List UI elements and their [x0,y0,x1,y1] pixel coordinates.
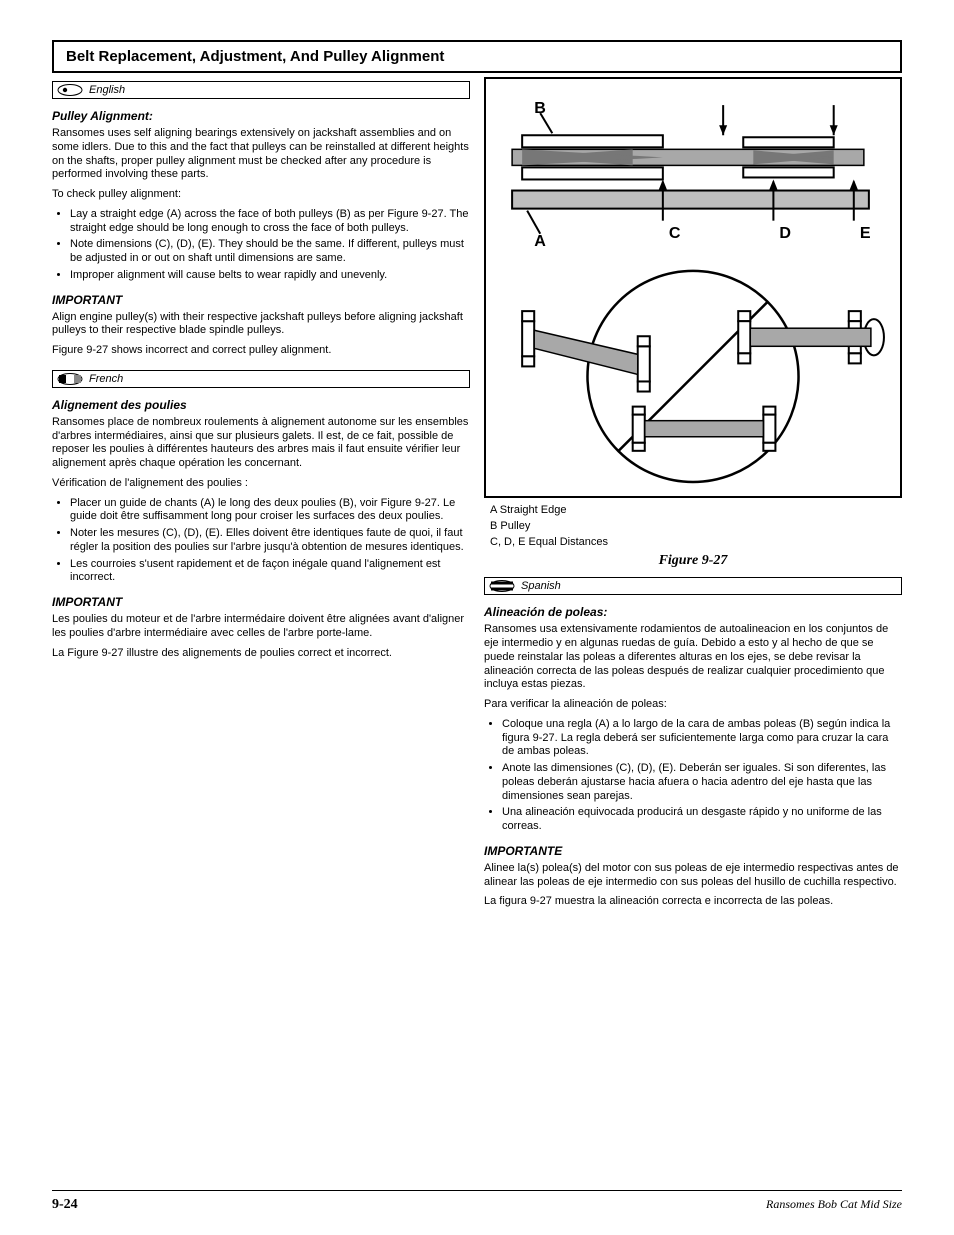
svg-text:E: E [860,224,871,242]
es-list: Coloque una regla (A) a lo largo de la c… [502,718,902,834]
en-p2: To check pulley alignment: [52,188,470,202]
figure-key: A Straight Edge B Pulley C, D, E Equal D… [490,504,902,549]
fr-p1: Ransomes place de nombreux roulements à … [52,416,470,471]
fr-li2: Noter les mesures (C), (D), (E). Elles d… [70,527,470,555]
en-important-head: IMPORTANT [52,293,470,307]
fr-list: Placer un guide de chants (A) le long de… [70,497,470,586]
lang-bar-spanish: Spanish [484,577,902,595]
flag-spanish-icon [489,580,515,592]
en-list: Lay a straight edge (A) across the face … [70,208,470,283]
content-columns: English Pulley Alignment: Ransomes uses … [52,77,902,915]
es-p3: La figura 9-27 muestra la alineación cor… [484,895,902,909]
lang-bar-english: English [52,81,470,99]
svg-text:D: D [779,224,791,242]
es-p1: Ransomes usa extensivamente rodamientos … [484,623,902,692]
footer-product: Ransomes Bob Cat Mid Size [766,1197,902,1213]
key-cde: C, D, E Equal Distances [490,536,902,550]
es-important-body: Alinee la(s) polea(s) del motor con sus … [484,862,902,890]
en-important-body: Align engine pulley(s) with their respec… [52,311,470,339]
svg-text:B: B [534,99,546,117]
fr-align-head: Alignement des poulies [52,398,470,412]
en-p3: Figure 9-27 shows incorrect and correct … [52,344,470,358]
es-li1: Coloque una regla (A) a lo largo de la c… [502,718,902,759]
key-a: A Straight Edge [490,504,902,518]
es-li2: Anote las dimensiones (C), (D), (E). Deb… [502,762,902,803]
es-important-head: IMPORTANTE [484,844,902,858]
fr-li1: Placer un guide de chants (A) le long de… [70,497,470,525]
en-align-head: Pulley Alignment: [52,109,470,123]
svg-text:C: C [669,224,681,242]
fr-important-body: Les poulies du moteur et de l'arbre inte… [52,613,470,641]
page-footer: 9-24 Ransomes Bob Cat Mid Size [52,1190,902,1213]
key-b: B Pulley [490,520,902,534]
en-li3: Improper alignment will cause belts to w… [70,269,470,283]
lang-bar-french: French [52,370,470,388]
figure-box: B A C D E [484,77,902,498]
page-title: Belt Replacement, Adjustment, And Pulley… [52,40,902,73]
flag-french-icon [57,373,83,385]
lang-label-french: French [89,373,123,385]
fr-p2: Vérification de l'alignement des poulies… [52,477,470,491]
lang-label-english: English [89,84,125,96]
footer-page: 9-24 [52,1197,78,1213]
en-li2: Note dimensions (C), (D), (E). They shou… [70,238,470,266]
en-p1: Ransomes uses self aligning bearings ext… [52,127,470,182]
svg-text:A: A [534,232,546,250]
fr-p3: La Figure 9-27 illustre des alignements … [52,647,470,661]
left-column: English Pulley Alignment: Ransomes uses … [52,77,470,915]
figure-caption: Figure 9-27 [484,553,902,569]
flag-english-icon [57,84,83,96]
fr-li3: Les courroies s'usent rapidement et de f… [70,558,470,586]
en-li1: Lay a straight edge (A) across the face … [70,208,470,236]
es-align-head: Alineación de poleas: [484,605,902,619]
es-li3: Una alineación equivocada producirá un d… [502,806,902,834]
fr-important-head: IMPORTANT [52,595,470,609]
es-p2: Para verificar la alineación de poleas: [484,698,902,712]
lang-label-spanish: Spanish [521,580,561,592]
right-column: B A C D E [484,77,902,915]
figure-svg: B A C D E [492,85,894,487]
